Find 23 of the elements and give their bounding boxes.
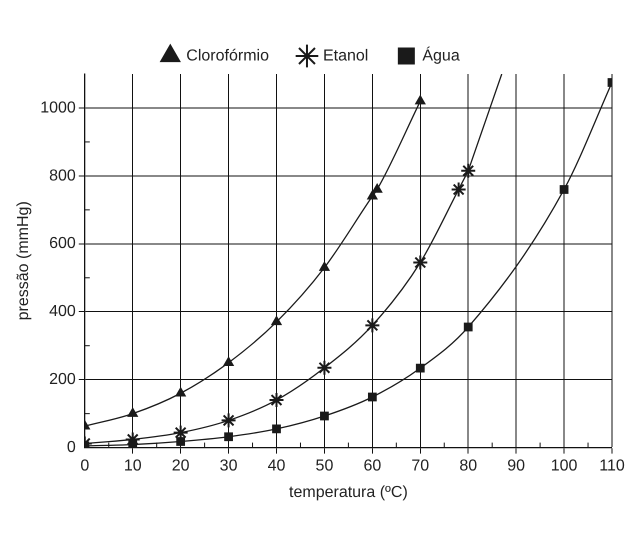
y-tick-label: 400 bbox=[49, 303, 76, 320]
y-tick-label: 1000 bbox=[40, 99, 76, 116]
y-tick-label: 0 bbox=[66, 439, 76, 456]
x-tick-label: 0 bbox=[80, 458, 90, 475]
x-tick-label: 110 bbox=[599, 458, 625, 475]
legend-label: Água bbox=[422, 46, 460, 64]
x-tick-label: 20 bbox=[172, 458, 190, 475]
legend-label: Clorofórmio bbox=[186, 47, 270, 64]
x-tick-label: 30 bbox=[220, 458, 238, 475]
x-tick-label: 10 bbox=[124, 458, 142, 475]
y-tick-label: 800 bbox=[49, 167, 76, 184]
x-tick-label: 40 bbox=[268, 458, 286, 475]
x-tick-label: 60 bbox=[363, 458, 382, 475]
y-axis-title: pressão (mmHg) bbox=[15, 201, 32, 320]
legend-label: Etanol bbox=[322, 47, 368, 64]
x-axis-title: temperatura (ºC) bbox=[289, 484, 408, 501]
x-tick-label: 70 bbox=[411, 458, 430, 475]
x-tick-label: 80 bbox=[459, 458, 478, 475]
y-tick-label: 200 bbox=[49, 371, 76, 388]
x-tick-label: 50 bbox=[316, 458, 334, 475]
x-tick-label: 100 bbox=[550, 458, 578, 475]
x-tick-label: 90 bbox=[507, 458, 526, 475]
y-tick-label: 600 bbox=[49, 235, 76, 252]
